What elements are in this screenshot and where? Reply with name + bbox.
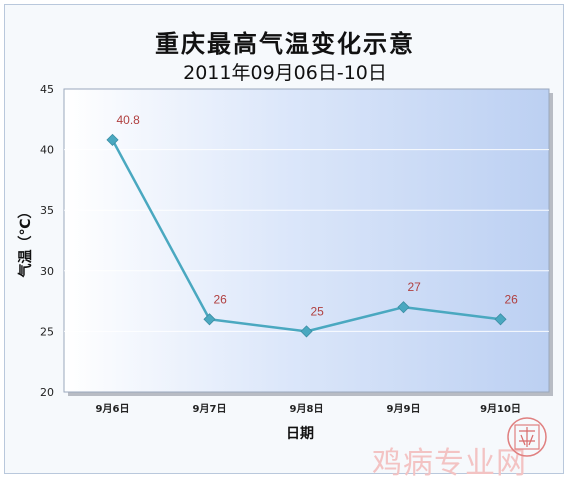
x-tick-label: 9月6日 <box>96 403 130 415</box>
data-label: 26 <box>505 292 519 306</box>
chart-title: 重庆最高气温变化示意 <box>155 30 415 58</box>
data-point <box>203 313 216 326</box>
x-axis-title: 日期 <box>286 426 314 442</box>
data-label: 26 <box>214 292 228 306</box>
seal-logo <box>507 417 547 457</box>
x-tick-label: 9月8日 <box>290 403 324 415</box>
data-label: 25 <box>311 304 325 318</box>
y-tick-label: 45 <box>40 83 54 96</box>
series-temperature <box>106 133 507 338</box>
y-axis-title: 气温（℃） <box>17 205 34 279</box>
data-point <box>494 313 507 326</box>
x-tick-label: 9月10日 <box>480 403 521 415</box>
x-axis-ticks: 9月6日 9月7日 9月8日 9月9日 9月10日 <box>96 403 521 415</box>
x-tick-label: 9月9日 <box>387 403 421 415</box>
data-point <box>106 133 119 146</box>
chart-subtitle: 2011年09月06日-10日 <box>183 62 387 84</box>
y-tick-label: 20 <box>40 386 54 399</box>
y-tick-label: 25 <box>40 325 54 338</box>
watermark-text: 鸡病专业网 <box>372 446 527 481</box>
y-tick-label: 35 <box>40 204 54 217</box>
y-tick-label: 40 <box>40 144 54 157</box>
data-label: 27 <box>408 280 422 294</box>
data-labels: 40.8 26 25 27 26 <box>117 113 519 318</box>
data-point <box>300 325 313 338</box>
data-point <box>397 301 410 314</box>
data-label: 40.8 <box>117 113 141 127</box>
plot-area <box>63 88 550 393</box>
y-tick-label: 30 <box>40 265 54 278</box>
y-axis-ticks: 20 25 30 35 40 45 <box>40 83 54 399</box>
x-tick-label: 9月7日 <box>193 403 227 415</box>
